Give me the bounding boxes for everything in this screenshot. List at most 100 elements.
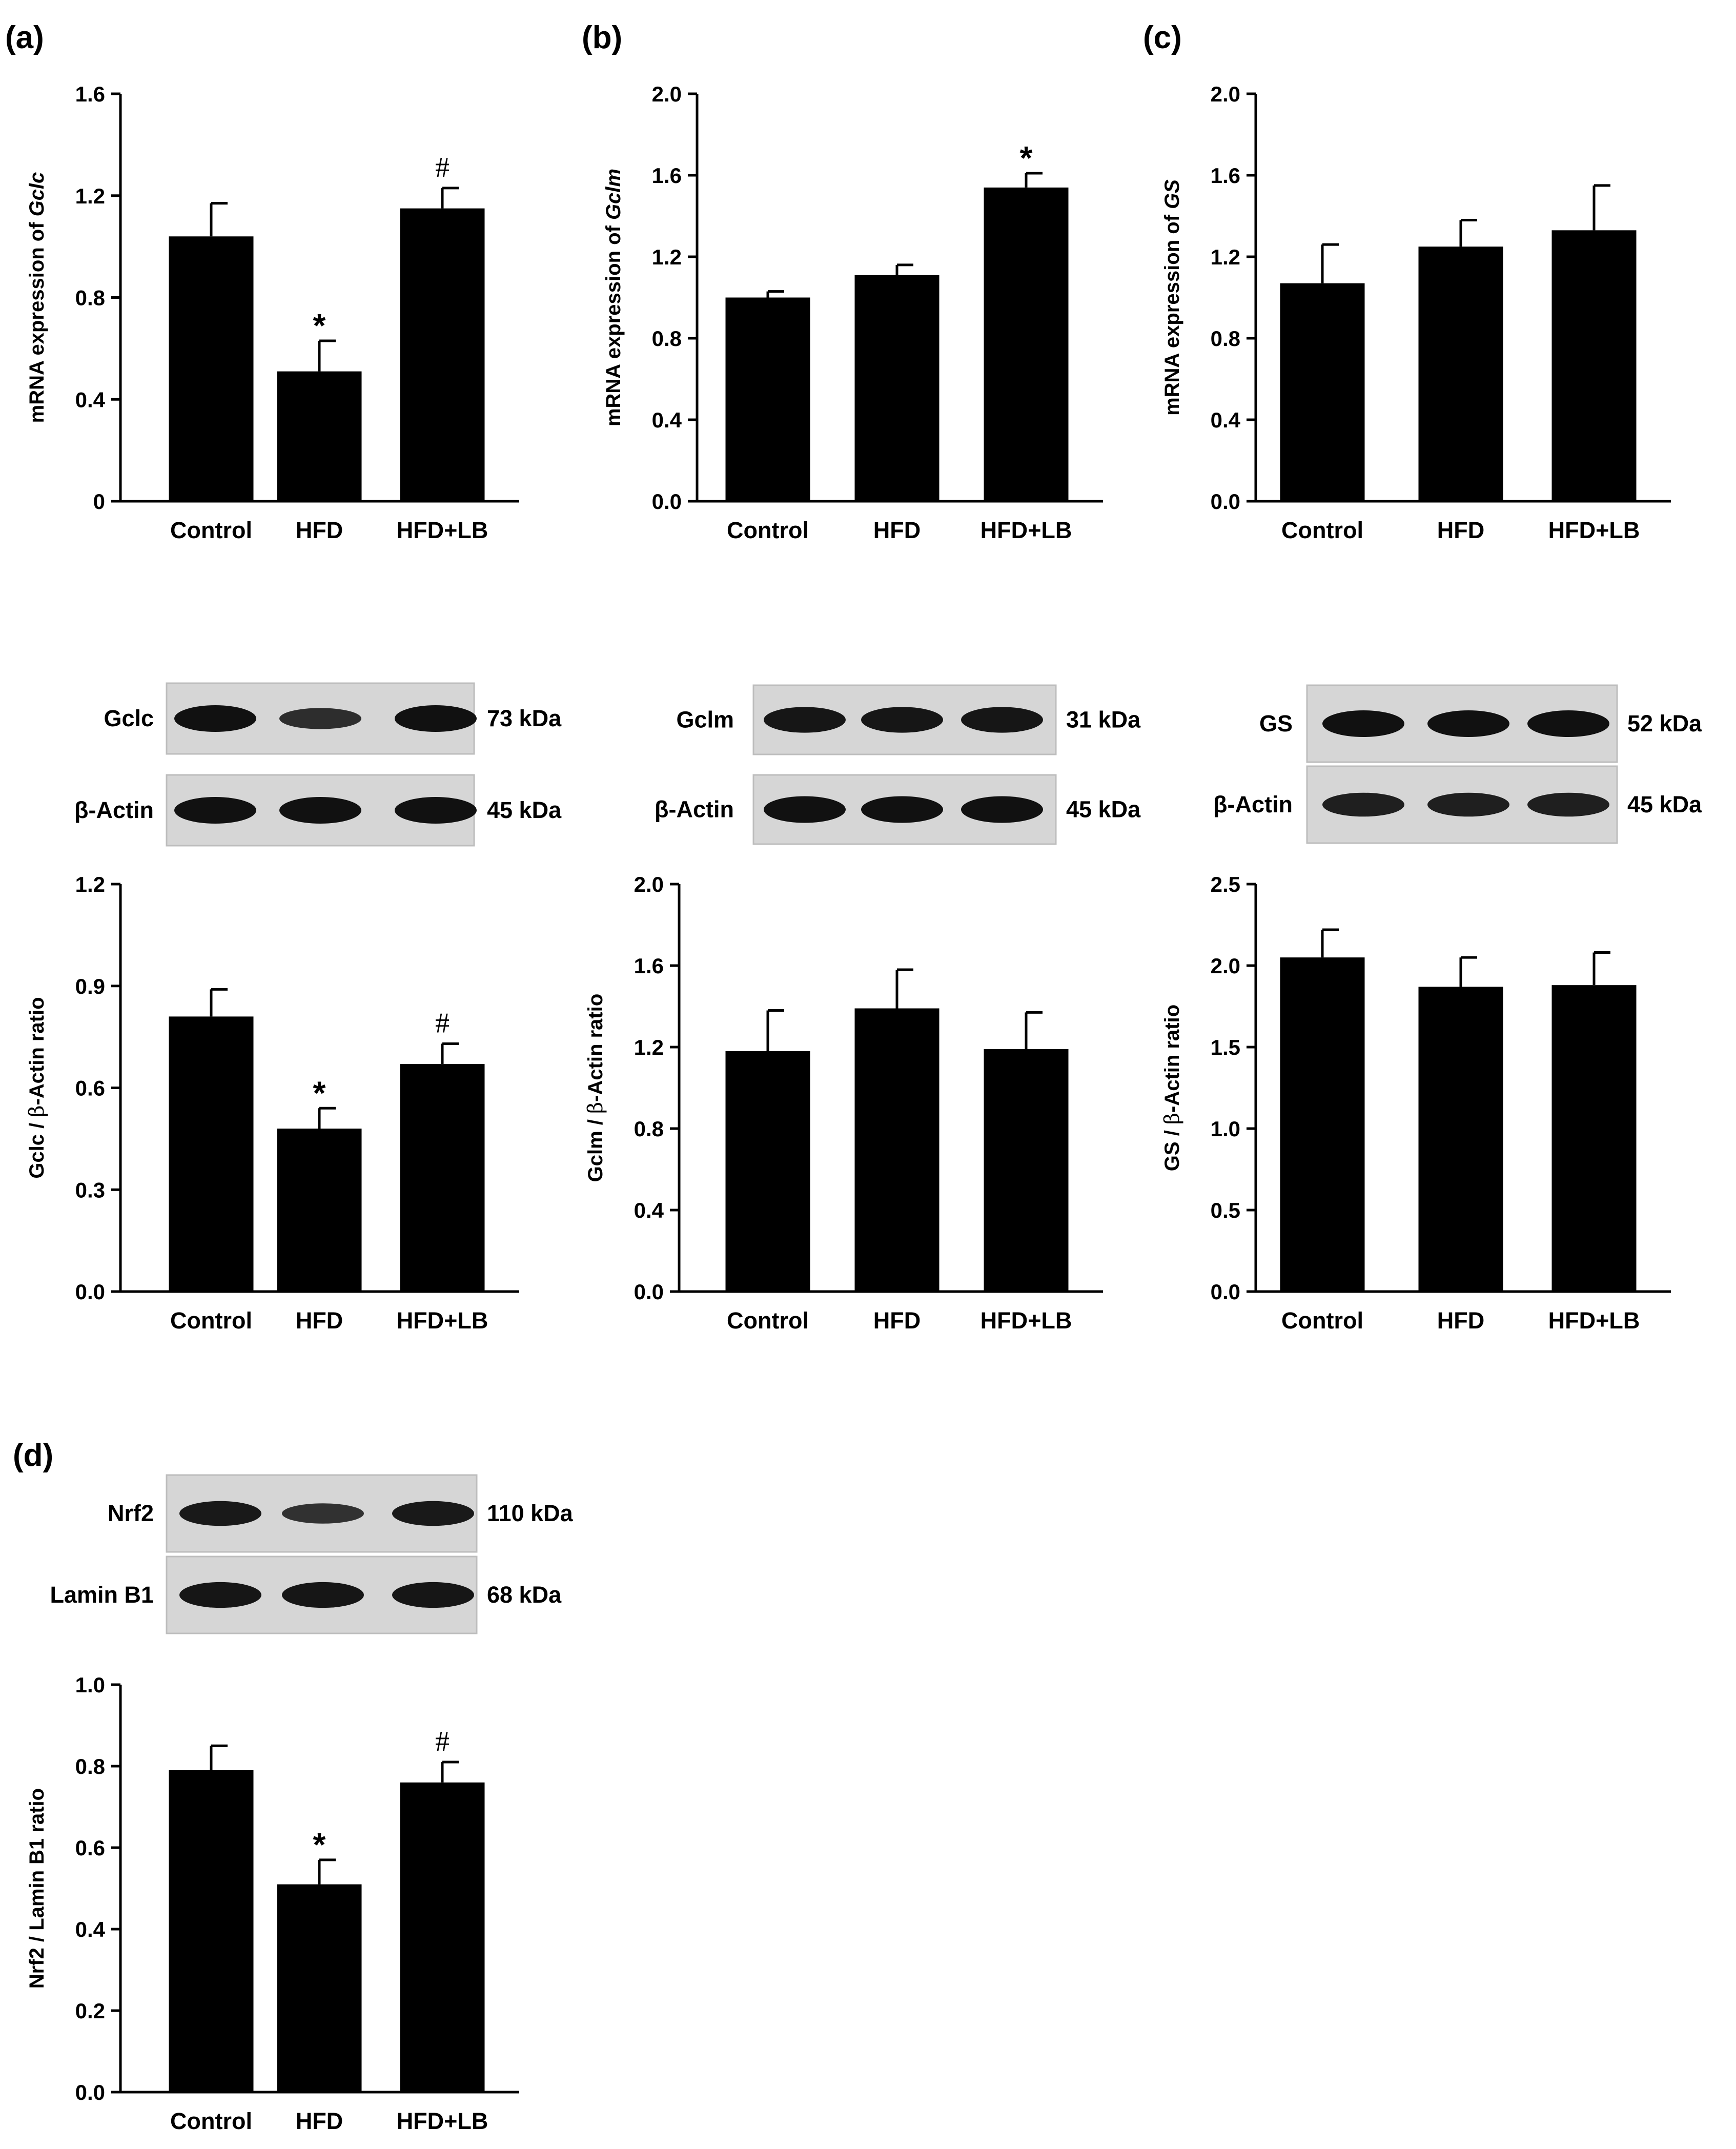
y-axis-label: Gclc / β-Actin ratio bbox=[25, 997, 49, 1178]
y-tick-label: 1.6 bbox=[634, 954, 664, 978]
blot-size-label: 68 kDa bbox=[487, 1582, 562, 1608]
chart-b_prot: 0.0 0.4 0.8 1.2 1.6 2.0 Control HFD HFD+LB Gclm /… bbox=[584, 872, 1103, 1334]
category-label: Control bbox=[1281, 517, 1363, 543]
y-axis-label-part: β bbox=[584, 1102, 607, 1114]
significance-mark: * bbox=[313, 1074, 326, 1111]
category-label: HFD bbox=[1437, 517, 1484, 543]
chart-a_prot: 0.0 0.3 0.6 0.9 1.2 Control HFD * HFD+LB # Gclc / … bbox=[25, 872, 519, 1334]
y-tick-label: 2.0 bbox=[652, 82, 682, 106]
bar-HFD bbox=[854, 275, 940, 501]
panel-label-d: (d) bbox=[13, 1438, 53, 1473]
y-tick-label: 1.6 bbox=[75, 82, 105, 106]
y-tick-label: 1.2 bbox=[75, 872, 105, 896]
blot-b_blot: Gclm 31 kDa β-Actin 45 kDa bbox=[655, 684, 1141, 845]
chart-b_mrna: 0.0 0.4 0.8 1.2 1.6 2.0 Control HFD HFD+LB * mRNA … bbox=[602, 82, 1103, 543]
y-tick-label: 0.4 bbox=[1211, 408, 1241, 432]
panel-label-c: (c) bbox=[1143, 20, 1182, 55]
category-label: Control bbox=[1281, 1307, 1363, 1334]
blot-protein-label: β-Actin bbox=[74, 797, 154, 823]
y-axis-label-part: GS bbox=[1161, 179, 1183, 209]
y-tick-label: 0.2 bbox=[75, 1999, 105, 2023]
blot-d_blot: Nrf2 110 kDa Lamin B1 68 kDa bbox=[50, 1474, 574, 1634]
category-label: HFD bbox=[296, 1307, 343, 1334]
y-tick-label: 1.0 bbox=[1211, 1117, 1240, 1141]
y-axis-label: mRNA expression of GS bbox=[1161, 179, 1183, 416]
significance-mark: # bbox=[435, 1726, 450, 1757]
y-tick-label: 0.9 bbox=[75, 974, 105, 998]
blot-band bbox=[1322, 792, 1404, 817]
category-label: HFD+LB bbox=[981, 517, 1072, 543]
y-tick-label: 1.2 bbox=[1211, 245, 1240, 269]
category-label: HFD+LB bbox=[1548, 517, 1640, 543]
y-tick-label: 1.6 bbox=[652, 163, 682, 188]
category-label: Control bbox=[170, 1307, 252, 1334]
significance-mark: * bbox=[313, 1826, 326, 1863]
bar-HFD bbox=[277, 371, 362, 501]
blot-band bbox=[179, 1501, 261, 1526]
blot-band bbox=[1427, 792, 1509, 817]
y-tick-label: 0.0 bbox=[634, 1280, 664, 1304]
y-tick-label: 0.8 bbox=[75, 1754, 105, 1778]
y-axis-label-part: mRNA expression of bbox=[26, 216, 48, 423]
significance-mark: # bbox=[435, 152, 450, 183]
blot-band bbox=[279, 797, 361, 824]
y-tick-label: 0.8 bbox=[1211, 326, 1240, 351]
blot-size-label: 31 kDa bbox=[1066, 707, 1141, 733]
chart-a_mrna: 0 0.4 0.8 1.2 1.6 Control HFD * HFD+LB # mRNA expr… bbox=[26, 82, 519, 543]
bar-HFD+LB bbox=[400, 1782, 485, 2092]
category-label: Control bbox=[727, 1307, 809, 1334]
y-tick-label: 0.8 bbox=[634, 1117, 664, 1141]
bar-Control bbox=[725, 1051, 810, 1292]
blot-band bbox=[282, 1503, 364, 1524]
bar-HFD+LB bbox=[1551, 985, 1637, 1292]
bar-HFD bbox=[1418, 247, 1503, 501]
bar-HFD bbox=[277, 1884, 362, 2092]
chart-c_prot: 0.0 0.5 1.0 1.5 2.0 2.5 Control HFD HFD+LB GS / β… bbox=[1160, 872, 1671, 1334]
blot-band bbox=[764, 796, 846, 823]
y-tick-label: 0.0 bbox=[75, 2080, 105, 2104]
y-tick-label: 0.4 bbox=[652, 408, 682, 432]
y-tick-label: 2.0 bbox=[1211, 954, 1240, 978]
y-tick-label: 1.5 bbox=[1211, 1035, 1240, 1059]
blot-size-label: 73 kDa bbox=[487, 705, 562, 731]
blot-a_blot: Gclc 73 kDa β-Actin 45 kDa bbox=[74, 682, 562, 847]
blot-band bbox=[764, 707, 846, 733]
blot-band bbox=[1527, 792, 1609, 817]
y-tick-label: 0.4 bbox=[634, 1198, 664, 1222]
category-label: HFD+LB bbox=[1548, 1307, 1640, 1334]
blot-band bbox=[395, 705, 477, 732]
blot-band bbox=[174, 797, 256, 824]
blot-size-label: 110 kDa bbox=[487, 1500, 574, 1526]
category-label: HFD+LB bbox=[397, 517, 488, 543]
category-label: Control bbox=[727, 517, 809, 543]
blot-protein-label: β-Actin bbox=[655, 796, 734, 823]
y-tick-label: 0.4 bbox=[75, 387, 106, 412]
significance-mark: * bbox=[313, 307, 326, 344]
category-label: HFD+LB bbox=[981, 1307, 1072, 1334]
blot-band bbox=[961, 796, 1043, 823]
category-label: HFD bbox=[296, 517, 343, 543]
y-tick-label: 0.5 bbox=[1211, 1198, 1240, 1222]
blot-c_blot: GS 52 kDa β-Actin 45 kDa bbox=[1213, 684, 1702, 844]
y-axis-label-part: β bbox=[1160, 1113, 1184, 1124]
y-axis-label-part: -Actin ratio bbox=[584, 994, 607, 1102]
chart-c_mrna: 0.0 0.4 0.8 1.2 1.6 2.0 Control HFD HFD+LB mRNA e… bbox=[1161, 82, 1671, 543]
y-tick-label: 2.0 bbox=[1211, 82, 1240, 106]
y-axis-label-part: Gclm bbox=[602, 169, 625, 220]
y-axis-label-part: -Actin ratio bbox=[1161, 1005, 1183, 1113]
category-label: HFD bbox=[296, 2108, 343, 2134]
blot-protein-label: Gclm bbox=[676, 707, 734, 733]
y-axis-label-part: β bbox=[25, 1105, 49, 1117]
blot-band bbox=[392, 1501, 474, 1526]
blot-band bbox=[279, 708, 361, 729]
blot-band bbox=[1322, 710, 1404, 737]
y-tick-label: 0.0 bbox=[652, 489, 682, 514]
bar-Control bbox=[725, 297, 810, 501]
y-axis-label: mRNA expression of Gclm bbox=[602, 169, 625, 426]
blot-protein-label: β-Actin bbox=[1213, 791, 1293, 817]
y-axis-label: mRNA expression of Gclc bbox=[26, 172, 48, 423]
y-axis-label-part: mRNA expression of bbox=[1161, 209, 1183, 416]
blot-size-label: 52 kDa bbox=[1627, 710, 1702, 736]
y-axis-label: GS / β-Actin ratio bbox=[1160, 1005, 1184, 1171]
